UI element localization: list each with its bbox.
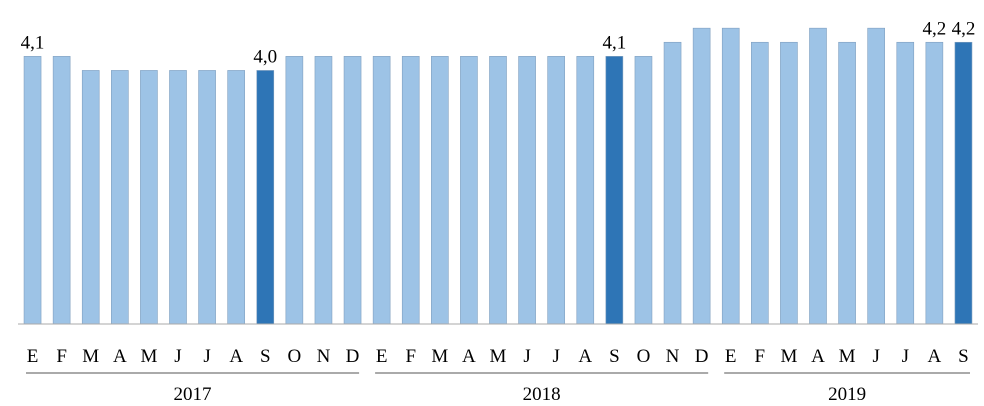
bar: [314, 56, 333, 325]
bar: [23, 56, 42, 325]
bar: [140, 70, 158, 325]
bar: [838, 41, 856, 325]
x-tick-label: O: [287, 346, 301, 367]
bar: [111, 70, 129, 325]
bar: [169, 70, 187, 325]
bar: [721, 27, 740, 325]
group-label: 2017: [174, 384, 212, 405]
x-tick-label: A: [578, 346, 592, 367]
x-tick-label: F: [405, 346, 416, 367]
bar: [576, 56, 595, 325]
x-tick-label: S: [958, 346, 969, 367]
bar: [518, 56, 536, 325]
x-tick-label: S: [609, 346, 620, 367]
data-label: 4,2: [922, 18, 946, 39]
x-tick-label: J: [523, 346, 530, 367]
x-tick-label: M: [490, 346, 507, 367]
bar: [634, 56, 653, 325]
bar: [605, 56, 624, 325]
bar: [867, 27, 885, 325]
group-label: 2018: [523, 384, 561, 405]
bar: [256, 70, 275, 325]
x-tick-label: N: [666, 346, 680, 367]
x-tick-label: M: [839, 346, 856, 367]
bar: [52, 56, 71, 325]
bar: [780, 41, 798, 325]
bar: [227, 70, 245, 325]
bar: [460, 56, 478, 325]
data-label: 4,0: [253, 46, 277, 67]
x-tick-label: E: [376, 346, 388, 367]
x-tick-label: S: [260, 346, 271, 367]
data-label: 4,1: [602, 32, 626, 53]
bar: [925, 41, 944, 325]
bar: [431, 56, 449, 325]
x-tick-label: J: [872, 346, 879, 367]
x-tick-label: J: [203, 346, 210, 367]
bar: [489, 56, 507, 325]
group-label: 2019: [828, 384, 866, 405]
bar: [663, 41, 682, 325]
bar: [896, 41, 915, 325]
bar: [372, 56, 391, 325]
bar: [751, 41, 769, 325]
x-tick-label: A: [462, 346, 476, 367]
x-tick-label: M: [431, 346, 448, 367]
data-label: 4,1: [21, 32, 45, 53]
x-tick-label: N: [317, 346, 331, 367]
x-tick-label: A: [927, 346, 941, 367]
bar: [692, 27, 711, 325]
bar: [198, 70, 216, 325]
x-tick-label: E: [27, 346, 39, 367]
x-tick-label: D: [695, 346, 709, 367]
x-tick-label: M: [780, 346, 797, 367]
bar: [954, 41, 973, 325]
x-tick-label: E: [725, 346, 737, 367]
bar: [809, 27, 827, 325]
bar: [285, 56, 304, 325]
x-tick-label: A: [811, 346, 825, 367]
bar: [343, 56, 362, 325]
data-label: 4,2: [952, 18, 976, 39]
x-tick-label: O: [637, 346, 651, 367]
x-tick-label: F: [755, 346, 766, 367]
x-tick-label: F: [56, 346, 67, 367]
x-tick-label: D: [346, 346, 360, 367]
x-tick-label: A: [229, 346, 243, 367]
x-tick-label: J: [552, 346, 559, 367]
bar: [401, 56, 420, 325]
x-tick-label: M: [140, 346, 157, 367]
x-tick-label: J: [902, 346, 909, 367]
bar: [547, 56, 565, 325]
x-tick-label: J: [174, 346, 181, 367]
bar: [81, 70, 100, 325]
x-tick-label: M: [82, 346, 99, 367]
x-tick-label: A: [113, 346, 127, 367]
